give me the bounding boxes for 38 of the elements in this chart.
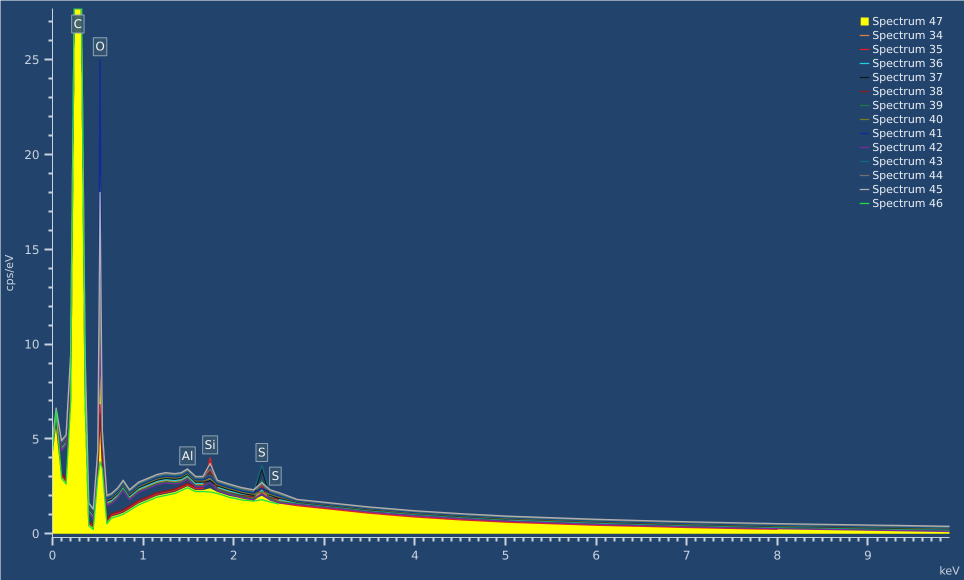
legend-label: Spectrum 40	[872, 112, 943, 126]
x-tick-label: 3	[320, 548, 328, 562]
y-tick-label: 20	[24, 148, 40, 162]
x-tick-label: 9	[864, 548, 872, 562]
y-tick-label: 0	[32, 527, 40, 542]
legend-label: Spectrum 41	[872, 126, 943, 140]
x-tick-label: 6	[592, 548, 600, 562]
legend-label: Spectrum 45	[872, 182, 943, 196]
x-tick-label: 8	[774, 548, 782, 562]
x-tick-label: 2	[230, 548, 238, 562]
x-tick-label: 1	[139, 548, 147, 562]
annotation: S	[258, 445, 266, 460]
annotation: O	[95, 40, 105, 54]
legend-label: Spectrum 39	[872, 98, 943, 112]
legend-label: Spectrum 43	[872, 154, 943, 168]
annotation: Si	[204, 438, 216, 452]
y-tick-label: 15	[24, 242, 40, 257]
y-tick-label: 10	[24, 338, 40, 352]
y-tick-label: 25	[24, 53, 40, 68]
legend-label: Spectrum 38	[872, 84, 943, 98]
legend-label: Spectrum 37	[872, 70, 943, 84]
legend-label: Spectrum 47	[872, 14, 943, 28]
legend-label: Spectrum 36	[872, 56, 943, 70]
legend-label: Spectrum 42	[872, 140, 943, 154]
y-tick-label: 5	[32, 432, 40, 446]
annotation: Al	[182, 448, 194, 463]
legend-label: Spectrum 35	[872, 42, 943, 56]
annotation: C	[74, 16, 82, 31]
annotation: S	[272, 469, 280, 484]
x-axis-title: keV	[939, 564, 960, 578]
x-tick-label: 7	[682, 548, 691, 562]
x-tick-label: 0	[48, 548, 56, 562]
x-tick-label: 4	[411, 548, 419, 562]
y-axis-title: cps/eV	[3, 254, 16, 292]
legend-label: Spectrum 44	[872, 168, 943, 182]
legend-label: Spectrum 34	[872, 28, 943, 42]
x-tick-label: 5	[502, 548, 510, 562]
legend-label: Spectrum 46	[872, 196, 943, 210]
